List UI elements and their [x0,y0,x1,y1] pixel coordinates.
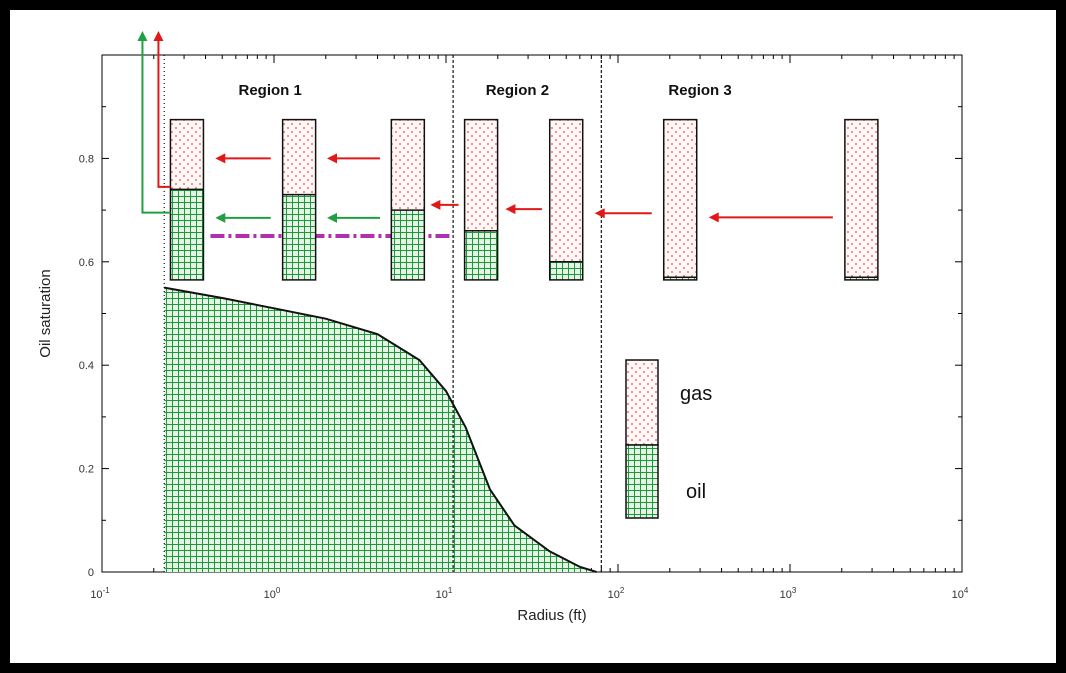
grid-cell [548,118,584,281]
legend-oil-swatch [625,444,659,519]
y-tick-label: 0.8 [79,153,94,165]
cell-gas-fill [663,119,697,278]
oil-saturation-area [164,287,597,572]
region-label: Region 1 [238,82,301,99]
cell-gas-fill [549,119,583,262]
region-label: Region 3 [668,82,731,99]
cell-gas-fill [170,119,204,190]
gas-flow-arrow-head [708,212,719,223]
grid-cell [463,118,499,281]
gas-flow-arrow-head [430,199,441,210]
x-tick-base: 10 [608,589,620,601]
oil-production-arrow-head [137,31,148,41]
cell-oil-fill [844,277,878,280]
y-tick-label: 0.2 [79,464,94,476]
y-axis-label: Oil saturation [37,269,54,357]
legend-oil-label: oil [686,481,706,503]
x-tick-label: 104 [952,586,969,601]
oil-production-arrow [141,37,171,214]
legend-gas-swatch [625,359,659,446]
cell-gas-fill [844,119,878,278]
gas-flow-arrow-head [594,208,605,219]
x-tick-exponent: 3 [792,586,797,595]
gas-production-arrow-head [153,31,164,41]
x-tick-exponent: 1 [448,586,453,595]
cell-gas-fill [464,119,498,231]
x-tick-exponent: -1 [103,586,111,595]
cell-gas-fill [391,119,425,211]
x-tick-base: 10 [436,589,448,601]
oil-flow-arrow-head [326,212,337,223]
gas-flow-arrow-head [215,153,226,164]
grid-cell [390,118,426,281]
grid-cell [281,118,317,281]
x-tick-label: 102 [608,586,625,601]
x-tick-base: 10 [952,589,964,601]
y-tick-label: 0.4 [79,360,94,372]
grid-cell [662,118,698,281]
x-tick-label: 103 [780,586,797,601]
x-tick-base: 10 [780,589,792,601]
oil-saturation-curve [164,286,597,573]
cell-oil-fill [549,261,583,280]
cell-oil-fill [170,189,204,280]
y-tick-label: 0.6 [79,257,94,269]
grid-cell [844,118,879,281]
cell-oil-fill [464,230,498,280]
x-tick-label: 101 [436,586,453,601]
x-tick-exponent: 4 [964,586,969,595]
x-tick-exponent: 2 [620,586,625,595]
gas-production-arrow [157,37,171,188]
legend-gas-label: gas [680,383,712,405]
gas-flow-arrow-head [326,153,337,164]
cell-oil-fill [391,210,425,280]
grid-cell [169,118,205,281]
x-tick-exponent: 0 [276,586,281,595]
gas-flow-arrow-head [505,204,516,215]
y-tick-label: 0 [88,567,94,579]
x-tick-label: 10-1 [90,586,110,601]
x-axis-label: Radius (ft) [517,607,586,624]
oil-flow-arrow-head [215,212,226,223]
x-tick-base: 10 [264,589,276,601]
x-tick-base: 10 [90,589,102,601]
region-label: Region 2 [486,82,549,99]
cell-oil-fill [663,277,697,280]
cell-oil-fill [282,194,316,280]
cell-gas-fill [282,119,316,195]
x-tick-label: 100 [264,586,281,601]
